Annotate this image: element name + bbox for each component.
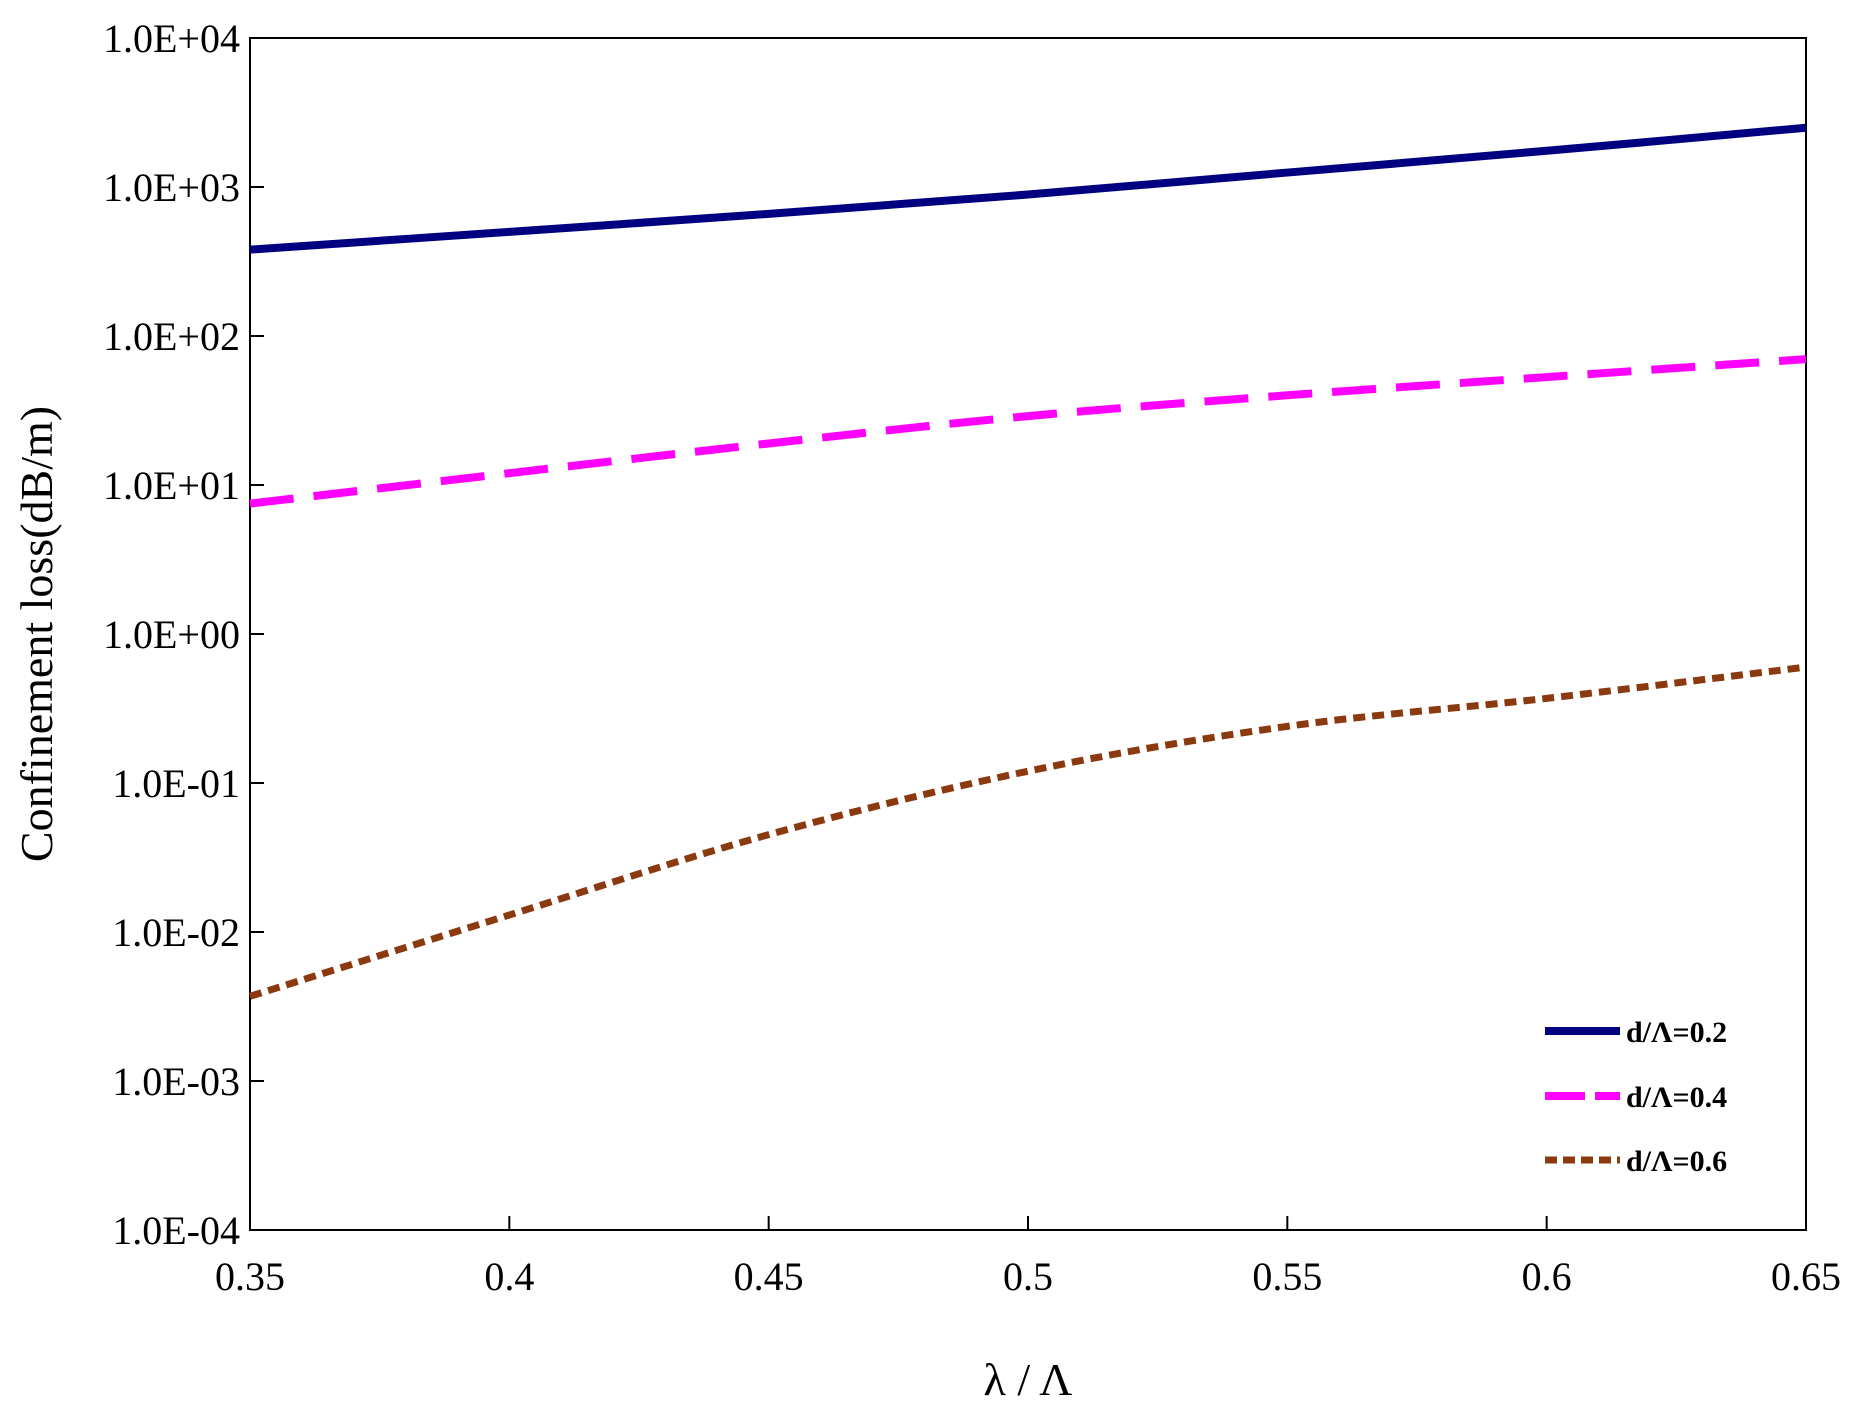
y-tick-label: 1.0E-04 xyxy=(112,1208,240,1253)
x-tick-label: 0.35 xyxy=(215,1254,285,1299)
x-tick-label: 0.55 xyxy=(1252,1254,1322,1299)
x-tick-label: 0.6 xyxy=(1522,1254,1572,1299)
x-tick-label: 0.5 xyxy=(1003,1254,1053,1299)
legend: d/Λ=0.2 d/Λ=0.4 d/Λ=0.6 xyxy=(1545,1016,1727,1178)
series-line-2 xyxy=(249,355,1807,508)
x-tick-label: 0.65 xyxy=(1771,1254,1841,1299)
y-tick-label: 1.0E+03 xyxy=(103,165,240,210)
y-tick-label: 1.0E+04 xyxy=(103,16,240,61)
y-tick-label: 1.0E+00 xyxy=(103,612,240,657)
legend-label: d/Λ=0.2 xyxy=(1626,1016,1727,1049)
x-tick-label: 0.45 xyxy=(734,1254,804,1299)
y-tick-label: 1.0E-01 xyxy=(112,761,240,806)
x-tick-label: 0.4 xyxy=(484,1254,534,1299)
y-tick-label: 1.0E-03 xyxy=(112,1059,240,1104)
y-axis-title: Confinement loss(dB/m) xyxy=(11,406,62,862)
series-lines xyxy=(248,123,1807,1000)
series-line-3 xyxy=(248,663,1807,1000)
legend-label: d/Λ=0.6 xyxy=(1626,1145,1727,1178)
y-tick-label: 1.0E+01 xyxy=(103,463,240,508)
plot-area xyxy=(249,37,1807,1231)
y-tick-label: 1.0E-02 xyxy=(112,910,240,955)
legend-label: d/Λ=0.4 xyxy=(1626,1081,1727,1114)
series-line-1 xyxy=(249,123,1807,254)
y-tick-label: 1.0E+02 xyxy=(103,314,240,359)
x-axis-title: λ / Λ xyxy=(984,1354,1073,1405)
y-axis: 1.0E-04 1.0E-03 1.0E-02 1.0E-01 1.0E+00 1.0E+… xyxy=(103,16,264,1253)
x-axis: 0.35 0.4 0.45 0.5 0.55 0.6 0.65 xyxy=(215,1216,1841,1299)
